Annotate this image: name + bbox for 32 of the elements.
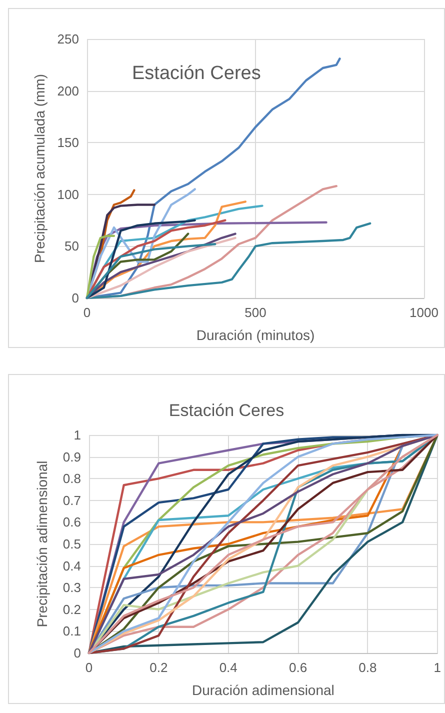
x-tick-label: 0.2 [150,660,168,675]
y-tick-label: 0.2 [62,602,81,617]
x-tick-label: 1 [434,660,441,675]
y-tick-label: 1 [74,428,81,442]
y-tick-label: 250 [57,32,79,46]
y-tick-label: 0.5 [62,536,81,552]
x-tick-label: 0.8 [358,660,377,675]
y-tick-label: 150 [57,135,79,150]
x-tick-label: 1000 [410,305,438,320]
y-axis-title: Precipitación acumulada (mm) [31,74,48,264]
y-tick-label: 0.6 [62,514,81,530]
x-tick-label: 0 [85,660,93,675]
x-axis-title: Duración adimensional [192,682,334,698]
y-tick-label: 50 [64,238,79,254]
chart-title: Estación Ceres [168,401,284,420]
y-tick-label: 100 [57,186,79,202]
y-tick-label: 0.4 [62,558,81,574]
text: Estación Ceres [132,63,261,84]
y-tick-label: 0.7 [62,492,81,508]
y-tick-label: 0 [72,290,79,306]
y-tick-label: 200 [57,83,79,98]
x-tick-label: 500 [244,305,266,320]
y-tick-label: 0.3 [62,580,81,596]
x-tick-label: 0 [83,305,91,320]
y-tick-label: 0.8 [62,471,81,486]
y-tick-label: 0.9 [62,449,81,464]
x-tick-label: 0.6 [288,660,308,675]
y-tick-label: 0 [74,646,81,660]
y-axis-title: Precipitación adimensional [34,460,50,628]
x-axis-title: Duración (minutos) [196,327,315,343]
x-tick-label: 0.4 [219,660,238,675]
y-tick-label: 0.1 [62,624,81,639]
